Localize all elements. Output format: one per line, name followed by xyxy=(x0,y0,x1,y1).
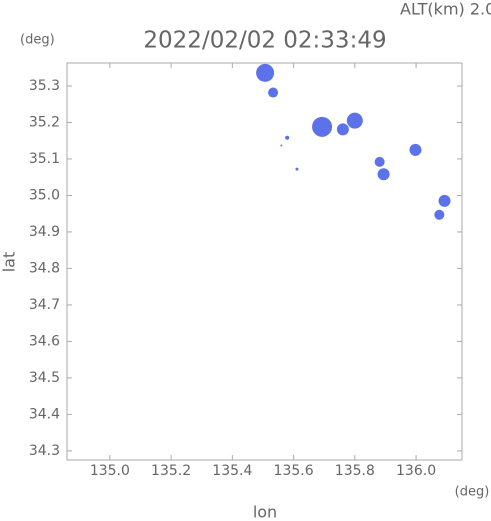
x-tick-label: 135.4 xyxy=(212,463,252,479)
echo-cell xyxy=(374,156,385,167)
x-tick-label: 136.0 xyxy=(396,463,436,479)
x-axis-label: lon xyxy=(253,503,277,521)
y-tick-label: 34.6 xyxy=(29,333,60,349)
y-tick-label: 34.9 xyxy=(29,224,60,240)
x-tick-label: 135.8 xyxy=(335,463,375,479)
echo-cell xyxy=(295,167,299,171)
echo-cell xyxy=(336,123,349,136)
echo-cell xyxy=(280,144,283,147)
echo-cell xyxy=(268,87,279,98)
echo-cell xyxy=(256,63,275,82)
x-tick-label: 135.2 xyxy=(151,463,191,479)
echo-cell xyxy=(438,194,451,207)
y-unit: (deg) xyxy=(20,33,55,48)
y-tick-label: 34.7 xyxy=(29,297,60,313)
y-tick-label: 34.4 xyxy=(29,406,60,422)
y-axis-label: lat xyxy=(0,252,19,273)
echo-cell xyxy=(409,143,422,156)
echo-cell xyxy=(377,168,390,181)
x-tick-label: 135.0 xyxy=(90,463,130,479)
x-unit: (deg) xyxy=(455,485,490,500)
altitude-label: ALT(km) 2.0 xyxy=(400,0,491,19)
chart-title: 2022/02/02 02:33:49 xyxy=(143,28,386,54)
echo-cell xyxy=(346,112,363,129)
echo-cell xyxy=(434,209,445,220)
y-tick-label: 35.2 xyxy=(29,114,60,130)
y-tick-label: 34.5 xyxy=(29,370,60,386)
y-tick-label: 35.0 xyxy=(29,187,60,203)
echo-cell xyxy=(285,135,290,140)
y-tick-label: 34.3 xyxy=(29,443,60,459)
x-tick-label: 135.6 xyxy=(274,463,314,479)
y-tick-label: 35.3 xyxy=(29,78,60,94)
y-tick-label: 35.1 xyxy=(29,151,60,167)
y-tick-label: 34.8 xyxy=(29,260,60,276)
echo-cell xyxy=(312,116,333,137)
plot-frame xyxy=(66,62,463,461)
